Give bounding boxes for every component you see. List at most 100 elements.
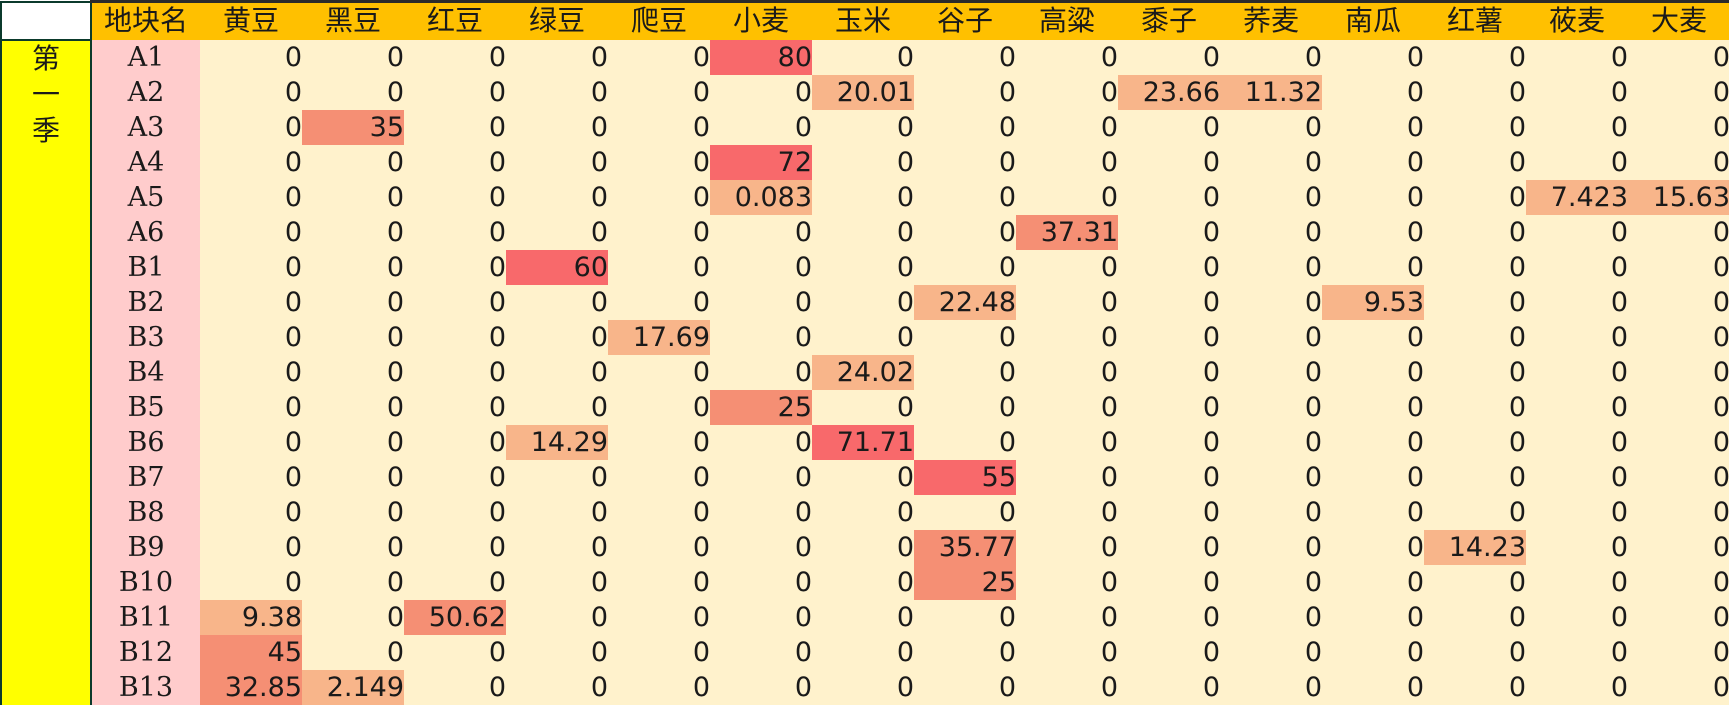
value-cell[interactable]: 14.23: [1424, 529, 1526, 565]
value-cell[interactable]: 0: [302, 424, 404, 460]
value-cell[interactable]: 0: [608, 74, 710, 110]
value-cell[interactable]: 0: [200, 284, 302, 320]
value-cell[interactable]: 35.77: [914, 529, 1016, 565]
value-cell[interactable]: 0: [1424, 179, 1526, 215]
value-cell[interactable]: 0: [1016, 109, 1118, 145]
value-cell[interactable]: 0: [1526, 144, 1628, 180]
value-cell[interactable]: 0: [302, 179, 404, 215]
value-cell[interactable]: 0: [200, 249, 302, 285]
value-cell[interactable]: 0: [710, 284, 812, 320]
value-cell[interactable]: 0: [710, 494, 812, 530]
plot-name-cell[interactable]: B1: [91, 249, 200, 285]
value-cell[interactable]: 0: [404, 109, 506, 145]
value-cell[interactable]: 0: [812, 214, 914, 250]
value-cell[interactable]: 0: [1628, 529, 1729, 565]
value-cell[interactable]: 0: [1526, 599, 1628, 635]
crop-header-cell[interactable]: 莜麦: [1526, 0, 1628, 40]
value-cell[interactable]: 0: [1322, 529, 1424, 565]
value-cell[interactable]: 0: [200, 389, 302, 425]
crop-header-cell[interactable]: 高粱: [1016, 0, 1118, 40]
value-cell[interactable]: 0: [1118, 389, 1220, 425]
value-cell[interactable]: 0: [608, 634, 710, 670]
value-cell[interactable]: 0: [608, 529, 710, 565]
value-cell[interactable]: 0: [710, 249, 812, 285]
value-cell[interactable]: 0: [1424, 144, 1526, 180]
value-cell[interactable]: 0: [812, 634, 914, 670]
value-cell[interactable]: 0: [1016, 319, 1118, 355]
value-cell[interactable]: 0: [506, 144, 608, 180]
plot-name-cell[interactable]: B3: [91, 319, 200, 355]
value-cell[interactable]: 14.29: [506, 424, 608, 460]
value-cell[interactable]: 0: [404, 564, 506, 600]
value-cell[interactable]: 0: [1220, 669, 1322, 705]
value-cell[interactable]: 0: [608, 354, 710, 390]
value-cell[interactable]: 0: [1424, 564, 1526, 600]
value-cell[interactable]: 0: [1118, 284, 1220, 320]
value-cell[interactable]: 0: [914, 319, 1016, 355]
value-cell[interactable]: 0: [404, 634, 506, 670]
value-cell[interactable]: 0: [1118, 109, 1220, 145]
value-cell[interactable]: 0: [302, 564, 404, 600]
value-cell[interactable]: 0: [1628, 249, 1729, 285]
value-cell[interactable]: 0: [1628, 459, 1729, 495]
value-cell[interactable]: 0: [1628, 494, 1729, 530]
value-cell[interactable]: 0: [302, 494, 404, 530]
value-cell[interactable]: 0: [1016, 494, 1118, 530]
plot-name-header[interactable]: 地块名: [91, 0, 200, 40]
value-cell[interactable]: 0: [812, 284, 914, 320]
value-cell[interactable]: 0: [914, 424, 1016, 460]
value-cell[interactable]: 0: [1628, 669, 1729, 705]
value-cell[interactable]: 0: [200, 424, 302, 460]
value-cell[interactable]: 0: [1322, 599, 1424, 635]
value-cell[interactable]: 0: [200, 529, 302, 565]
value-cell[interactable]: 0: [1118, 564, 1220, 600]
value-cell[interactable]: 0: [200, 74, 302, 110]
value-cell[interactable]: 0: [1220, 319, 1322, 355]
value-cell[interactable]: 0: [1118, 144, 1220, 180]
value-cell[interactable]: 0: [404, 39, 506, 75]
value-cell[interactable]: 0: [302, 319, 404, 355]
value-cell[interactable]: 0: [1424, 459, 1526, 495]
value-cell[interactable]: 0: [914, 39, 1016, 75]
value-cell[interactable]: 0: [710, 74, 812, 110]
plot-name-cell[interactable]: B9: [91, 529, 200, 565]
value-cell[interactable]: 0: [404, 354, 506, 390]
value-cell[interactable]: 0: [200, 564, 302, 600]
value-cell[interactable]: 0: [506, 354, 608, 390]
value-cell[interactable]: 0: [1424, 669, 1526, 705]
value-cell[interactable]: 0: [914, 599, 1016, 635]
value-cell[interactable]: 0: [710, 634, 812, 670]
value-cell[interactable]: 0: [1220, 284, 1322, 320]
value-cell[interactable]: 0: [1322, 634, 1424, 670]
value-cell[interactable]: 0: [1220, 39, 1322, 75]
value-cell[interactable]: 0: [1118, 599, 1220, 635]
value-cell[interactable]: 0: [710, 529, 812, 565]
value-cell[interactable]: 0: [914, 214, 1016, 250]
crop-header-cell[interactable]: 黄豆: [200, 0, 302, 40]
value-cell[interactable]: 0: [1628, 599, 1729, 635]
value-cell[interactable]: 0: [404, 494, 506, 530]
value-cell[interactable]: 0: [302, 39, 404, 75]
value-cell[interactable]: 0: [1016, 529, 1118, 565]
value-cell[interactable]: 0: [608, 389, 710, 425]
value-cell[interactable]: 0: [1220, 634, 1322, 670]
value-cell[interactable]: 0: [1628, 109, 1729, 145]
value-cell[interactable]: 0: [302, 634, 404, 670]
value-cell[interactable]: 35: [302, 109, 404, 145]
value-cell[interactable]: 0: [1526, 74, 1628, 110]
value-cell[interactable]: 0: [1322, 39, 1424, 75]
value-cell[interactable]: 0: [1424, 389, 1526, 425]
value-cell[interactable]: 0: [812, 249, 914, 285]
value-cell[interactable]: 0: [404, 74, 506, 110]
plot-name-cell[interactable]: B5: [91, 389, 200, 425]
plot-name-cell[interactable]: B8: [91, 494, 200, 530]
crop-header-cell[interactable]: 谷子: [914, 0, 1016, 40]
value-cell[interactable]: 0: [1526, 634, 1628, 670]
plot-name-cell[interactable]: B12: [91, 634, 200, 670]
value-cell[interactable]: 0: [1424, 109, 1526, 145]
value-cell[interactable]: 0: [302, 284, 404, 320]
crop-header-cell[interactable]: 爬豆: [608, 0, 710, 40]
value-cell[interactable]: 0: [1220, 389, 1322, 425]
crop-header-cell[interactable]: 大麦: [1628, 0, 1729, 40]
value-cell[interactable]: 0: [1526, 284, 1628, 320]
